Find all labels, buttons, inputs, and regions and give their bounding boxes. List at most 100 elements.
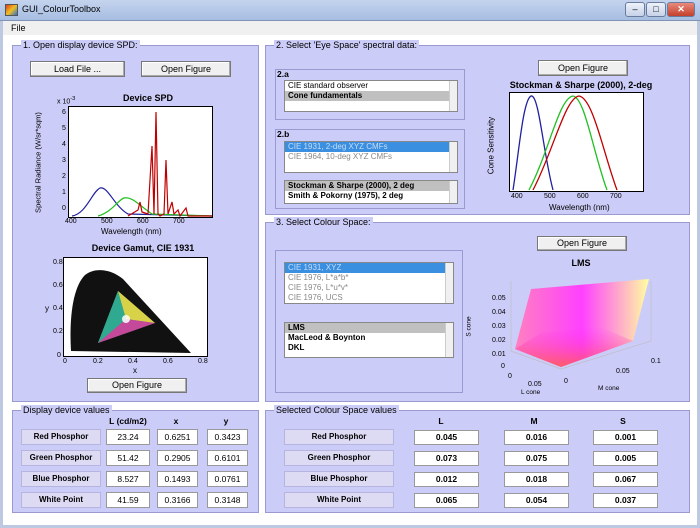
lms-chart <box>510 279 652 370</box>
device-header-x: x <box>173 416 179 426</box>
list-item-cie1931-xyz[interactable]: CIE 1931, XYZ <box>285 263 453 273</box>
list-item-smith-pokorny[interactable]: Smith & Pokorny (1975), 2 deg <box>288 191 404 200</box>
spd-ytick-3: 3 <box>62 157 66 164</box>
client-area: 1. Open display device SPD: Load File ..… <box>3 35 697 525</box>
list-cone-fundamentals[interactable]: Stockman & Sharpe (2000), 2 deg Smith & … <box>284 180 458 204</box>
spd-ytick-2: 2 <box>62 173 66 180</box>
space-blue-s: 0.067 <box>593 472 658 487</box>
device-header-l: L (cd/m2) <box>109 416 147 426</box>
spd-green-curve <box>97 197 213 217</box>
space-white-s: 0.037 <box>593 493 658 508</box>
lms-ztick-005: 0.05 <box>492 295 506 302</box>
close-button[interactable]: ✕ <box>667 2 695 17</box>
lms-x-label: L cone <box>521 389 541 396</box>
gamut-yellow-region <box>118 291 155 323</box>
gamut-y-label: y <box>45 304 49 313</box>
cone-s-curve <box>512 95 554 191</box>
device-white-x: 0.3166 <box>157 492 198 508</box>
minimize-button[interactable]: – <box>625 2 645 17</box>
maximize-button[interactable]: □ <box>646 2 666 17</box>
lms-y-label: M cone <box>598 385 620 392</box>
device-white-y: 0.3148 <box>207 492 248 508</box>
spd-xtick-400: 400 <box>65 218 77 225</box>
list-item-cie-ucs[interactable]: CIE 1976, UCS <box>288 293 343 302</box>
device-red-y: 0.3423 <box>207 429 248 445</box>
space-values-title: Selected Colour Space values <box>274 405 399 415</box>
panel-colour-space-title: 3. Select Colour Space: <box>274 217 373 227</box>
open-figure-space-button[interactable]: Open Figure <box>537 236 627 251</box>
cone-xtick-700: 700 <box>610 193 622 200</box>
spd-xtick-700: 700 <box>173 218 185 225</box>
list-item-cie1964-cmf[interactable]: CIE 1964, 10-deg XYZ CMFs <box>288 152 393 161</box>
list-item-cie-standard[interactable]: CIE standard observer <box>288 81 369 90</box>
spd-ytick-5: 5 <box>62 125 66 132</box>
list-item-cie-lab[interactable]: CIE 1976, L*a*b* <box>288 273 349 282</box>
gamut-x-label: x <box>133 366 137 375</box>
list-cie-scrollbar[interactable] <box>445 263 453 303</box>
list-item-cie-luv[interactable]: CIE 1976, L*u*v* <box>288 283 349 292</box>
gamut-magenta-region <box>98 319 155 343</box>
gamut-xtick-06: 0.6 <box>163 358 173 365</box>
list-cmf[interactable]: CIE 1931, 2-deg XYZ CMFs CIE 1964, 10-de… <box>284 141 458 173</box>
device-red-l: 23.24 <box>106 429 150 445</box>
spd-axes <box>68 106 213 218</box>
cone-chart <box>509 92 644 192</box>
list-b1-scrollbar[interactable] <box>449 142 457 172</box>
menu-file[interactable]: File <box>11 23 26 33</box>
list-cie-spaces[interactable]: CIE 1931, XYZ CIE 1976, L*a*b* CIE 1976,… <box>284 262 454 304</box>
lms-xtick-0: 0 <box>508 373 512 380</box>
list-cone-spaces[interactable]: LMS MacLeod & Boynton DKL <box>284 322 454 358</box>
gamut-ytick-04: 0.4 <box>53 305 63 312</box>
lms-ztick-003: 0.03 <box>492 323 506 330</box>
list-observer-type[interactable]: CIE standard observer Cone fundamentals <box>284 80 458 112</box>
space-blue-m: 0.018 <box>504 472 569 487</box>
list-item-lms[interactable]: LMS <box>285 323 453 333</box>
lms-ytick-005: 0.05 <box>616 368 630 375</box>
spd-ytick-0: 0 <box>62 205 66 212</box>
lms-xtick-005: 0.05 <box>528 381 542 388</box>
list-item-macleod-boynton[interactable]: MacLeod & Boynton <box>288 333 366 342</box>
panel-display-spd: 1. Open display device SPD: Load File ..… <box>12 40 259 402</box>
list-item-cie1931-cmf[interactable]: CIE 1931, 2-deg XYZ CMFs <box>285 142 457 152</box>
group-colour-space: CIE 1931, XYZ CIE 1976, L*a*b* CIE 1976,… <box>275 250 463 393</box>
panel-colour-space: 3. Select Colour Space: CIE 1931, XYZ CI… <box>265 217 690 402</box>
space-header-l: L <box>438 416 444 426</box>
spd-ytick-1: 1 <box>62 189 66 196</box>
cone-xtick-600: 600 <box>577 193 589 200</box>
spd-blue-curve <box>71 187 213 217</box>
panel-eye-space: 2. Select 'Eye Space' spectral data: 2.a… <box>265 40 690 215</box>
gamut-chart-title: Device Gamut, CIE 1931 <box>91 243 195 253</box>
spd-y-exponent: x 10-3 <box>57 96 76 106</box>
cone-y-label: Cone Sensitivity <box>486 116 496 175</box>
gamut-xtick-0: 0 <box>63 358 67 365</box>
list-item-stockman-sharpe[interactable]: Stockman & Sharpe (2000), 2 deg <box>285 181 457 191</box>
group-2b: 2.b CIE 1931, 2-deg XYZ CMFs CIE 1964, 1… <box>275 129 465 209</box>
list-item-dkl[interactable]: DKL <box>288 343 305 352</box>
lms-ztick-001: 0.01 <box>492 351 506 358</box>
list-cone-scrollbar[interactable] <box>445 323 453 357</box>
open-figure-spd-button[interactable]: Open Figure <box>141 61 231 77</box>
spd-xtick-500: 500 <box>101 218 113 225</box>
group-2a-label: 2.a <box>277 69 289 79</box>
cone-chart-title: Stockman & Sharpe (2000), 2-deg <box>509 80 653 90</box>
spd-ytick-4: 4 <box>62 141 66 148</box>
device-white-l: 41.59 <box>106 492 150 508</box>
space-row-label-green: Green Phosphor <box>284 450 394 466</box>
cone-x-label: Wavelength (nm) <box>549 203 610 212</box>
lms-surface-shade <box>515 327 633 367</box>
open-figure-cones-button[interactable]: Open Figure <box>538 60 628 76</box>
device-green-x: 0.2905 <box>157 450 198 466</box>
open-figure-gamut-button[interactable]: Open Figure <box>87 378 187 393</box>
device-row-label-blue: Blue Phosphor <box>21 471 101 487</box>
list-b2-scrollbar[interactable] <box>449 181 457 203</box>
list-item-cone-fundamentals[interactable]: Cone fundamentals <box>285 91 457 101</box>
space-row-label-red: Red Phosphor <box>284 429 394 445</box>
cone-l-curve <box>532 95 618 191</box>
title-bar: GUI_ColourToolbox – □ ✕ <box>0 0 700 21</box>
lms-ztick-0: 0 <box>501 363 505 370</box>
list-a-scrollbar[interactable] <box>449 81 457 111</box>
load-file-button[interactable]: Load File ... <box>30 61 125 77</box>
cone-m-curve <box>528 95 608 191</box>
lms-ztick-002: 0.02 <box>492 337 506 344</box>
device-row-label-green: Green Phosphor <box>21 450 101 466</box>
